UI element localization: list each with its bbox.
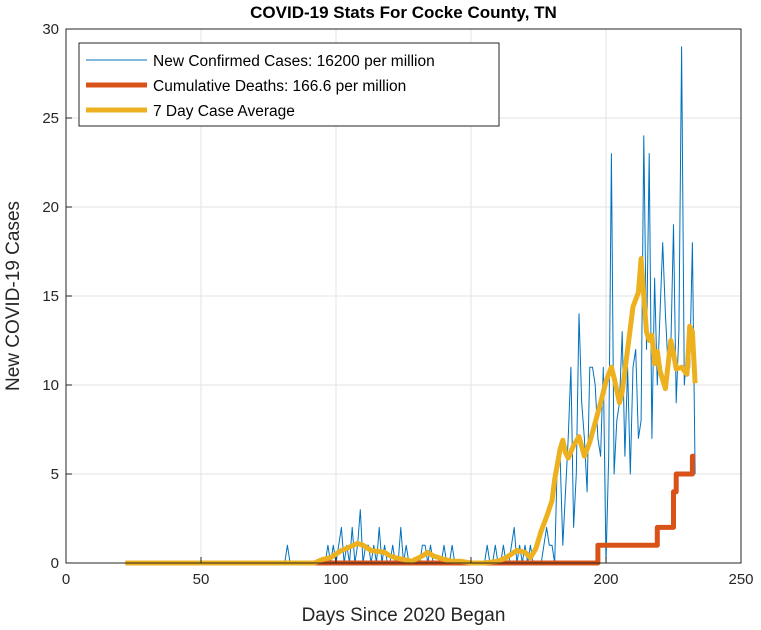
series-line-7day-average <box>125 256 698 566</box>
x-tick-label: 50 <box>193 571 210 588</box>
series-line-deaths <box>125 453 696 566</box>
legend-box <box>78 42 500 127</box>
y-tick-label: 10 <box>42 377 59 394</box>
chart-title: COVID-19 Stats For Cocke County, TN <box>250 3 557 22</box>
x-tick-label: 150 <box>458 571 483 588</box>
y-tick-label: 5 <box>51 466 59 483</box>
y-tick-label: 30 <box>42 21 59 38</box>
x-tick-label: 250 <box>728 571 753 588</box>
x-axis-label: Days Since 2020 Began <box>302 605 506 626</box>
y-tick-label: 20 <box>42 199 59 216</box>
legend-label-7day-average: 7 Day Case Average <box>153 103 295 120</box>
x-tick-label: 200 <box>593 571 618 588</box>
y-tick-label: 25 <box>42 110 59 127</box>
x-tick-label: 0 <box>62 571 70 588</box>
y-axis-label: New COVID-19 Cases <box>3 201 24 391</box>
ticks: 0 50 100 150 200 250 0 5 10 15 20 25 30 <box>42 21 753 588</box>
y-tick-label: 0 <box>51 555 59 572</box>
x-tick-label: 100 <box>323 571 348 588</box>
y-tick-label: 15 <box>42 288 59 305</box>
legend-label-new-cases: New Confirmed Cases: 16200 per million <box>153 53 435 70</box>
legend: New Confirmed Cases: 16200 per million C… <box>78 42 500 127</box>
legend-label-deaths: Cumulative Deaths: 166.6 per million <box>153 78 406 95</box>
